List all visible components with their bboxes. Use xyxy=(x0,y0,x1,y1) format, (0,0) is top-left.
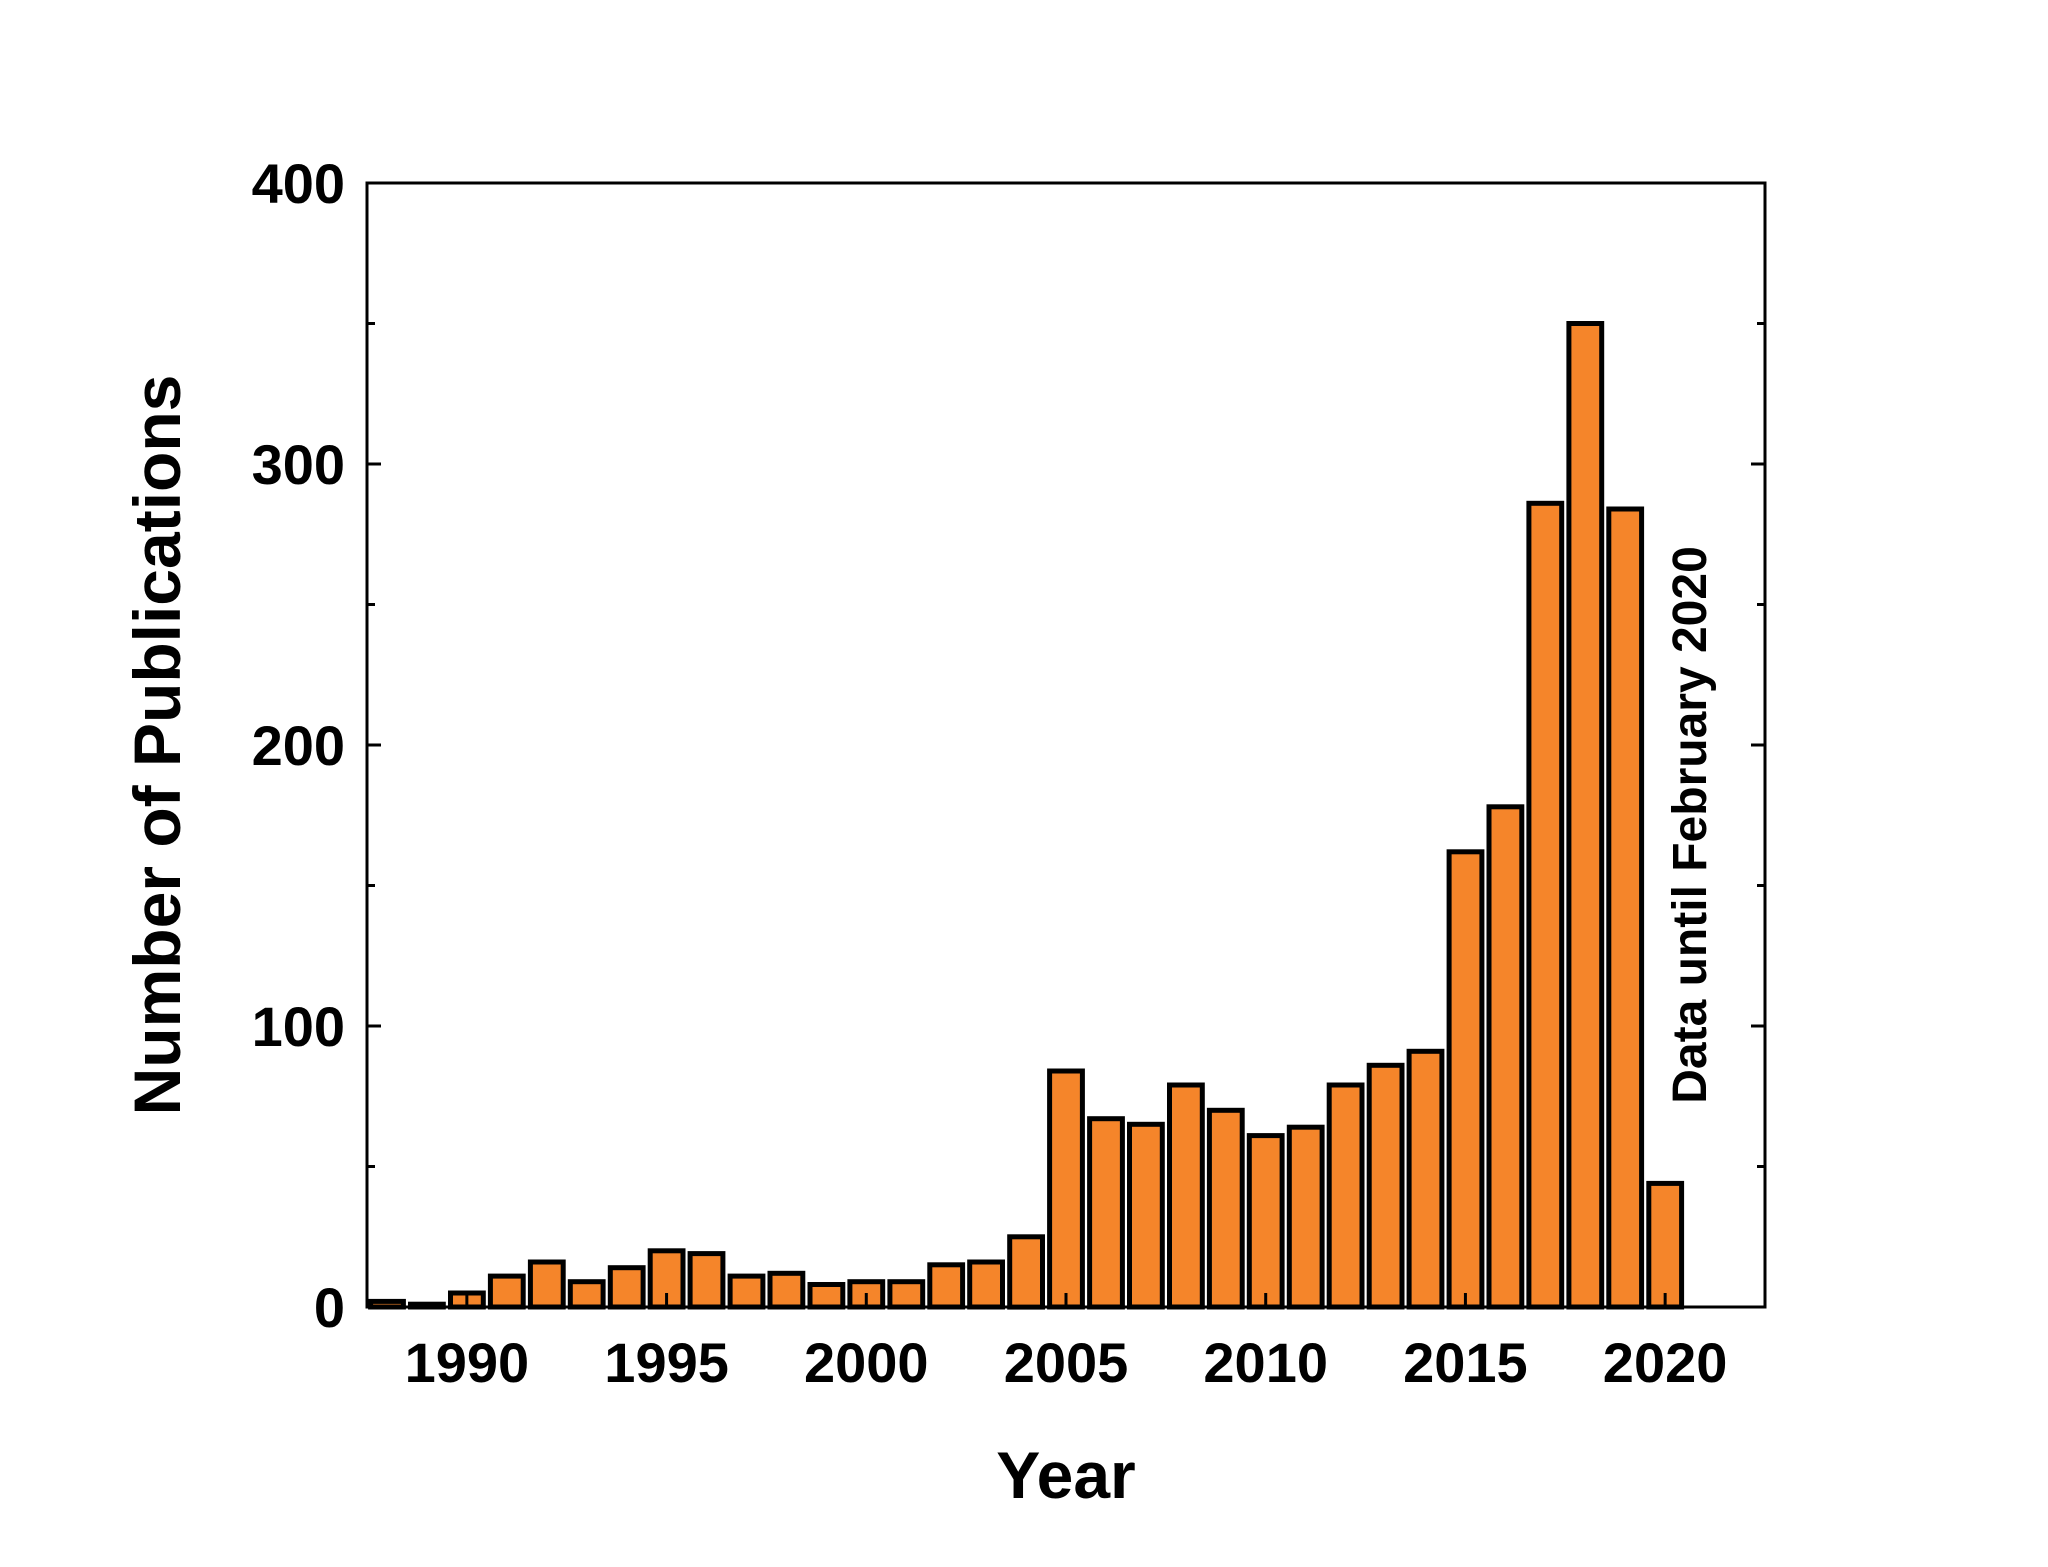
y-tick-labels: 0 100 200 300 400 xyxy=(252,152,345,1339)
y-axis-title: Number of Publications xyxy=(120,375,194,1116)
bars-group xyxy=(368,321,1685,1310)
bar-2014 xyxy=(1406,1048,1445,1310)
bar-1999 xyxy=(807,1282,846,1310)
bar-2020 xyxy=(1646,1180,1685,1310)
bar-1991 xyxy=(487,1273,526,1310)
y-tick-label-200: 200 xyxy=(252,714,345,777)
bar-2001 xyxy=(887,1279,926,1310)
bar-1994 xyxy=(607,1265,646,1310)
bar-1998 xyxy=(767,1270,806,1310)
x-tick-label-2000: 2000 xyxy=(804,1331,929,1394)
bar-2012 xyxy=(1326,1082,1365,1310)
bar-2005 xyxy=(1047,1068,1085,1310)
bar-1993 xyxy=(567,1279,606,1310)
bar-2013 xyxy=(1366,1062,1405,1310)
bar-2006 xyxy=(1087,1116,1125,1310)
x-tick-label-2015: 2015 xyxy=(1403,1331,1528,1394)
bar-2002 xyxy=(927,1262,966,1310)
bar-2009 xyxy=(1206,1107,1245,1310)
bar-2016 xyxy=(1486,804,1525,1310)
bar-2010 xyxy=(1246,1133,1285,1310)
bar-2015 xyxy=(1446,849,1485,1310)
bar-2018 xyxy=(1566,321,1605,1310)
x-tick-label-2020: 2020 xyxy=(1603,1331,1728,1394)
y-tick-label-300: 300 xyxy=(252,433,345,496)
bar-2004 xyxy=(1007,1234,1046,1310)
y-tick-label-0: 0 xyxy=(314,1276,345,1339)
bar-2017 xyxy=(1526,500,1565,1310)
plot-frame xyxy=(365,181,1767,1309)
bar-2019 xyxy=(1606,506,1645,1310)
y-tick-label-400: 400 xyxy=(252,152,345,215)
y-tick-label-100: 100 xyxy=(252,995,345,1058)
x-tick-label-1990: 1990 xyxy=(405,1331,530,1394)
bar-2003 xyxy=(967,1259,1006,1310)
x-axis-title: Year xyxy=(996,1438,1135,1512)
bar-1997 xyxy=(727,1273,766,1310)
x-tick-label-2005: 2005 xyxy=(1004,1331,1129,1394)
bar-2007 xyxy=(1127,1121,1165,1310)
bar-2008 xyxy=(1167,1082,1205,1310)
bar-1992 xyxy=(527,1259,566,1310)
bar-2011 xyxy=(1286,1124,1325,1310)
x-tick-labels: 1990 1995 2000 2005 2010 2015 2020 xyxy=(405,1331,1728,1394)
x-tick-label-1995: 1995 xyxy=(604,1331,729,1394)
bar-1996 xyxy=(687,1251,726,1310)
data-range-annotation: Data until February 2020 xyxy=(1664,546,1717,1104)
x-tick-label-2010: 2010 xyxy=(1203,1331,1328,1394)
